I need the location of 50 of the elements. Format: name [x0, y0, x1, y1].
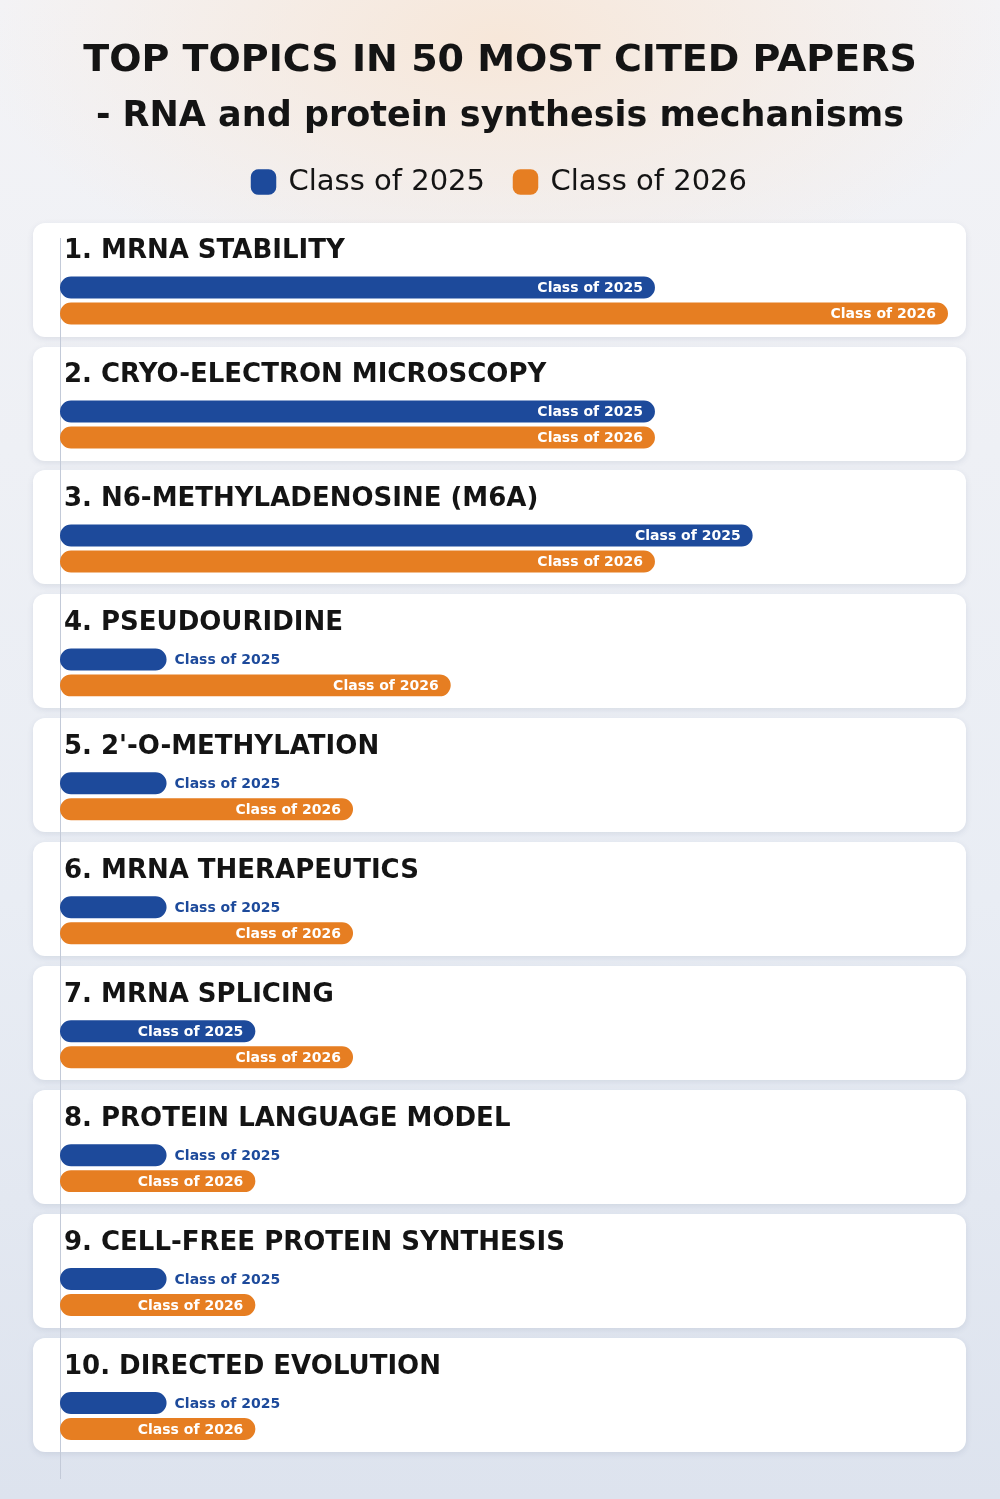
bar [60, 674, 451, 697]
text: Class of 2026 [137, 1296, 244, 1313]
text: Class of 2026 [137, 1420, 244, 1437]
y-tick-label: 5. 2'-O-METHYLATION [64, 730, 380, 761]
bar [60, 772, 167, 795]
chart-subtitle: - RNA and protein synthesis mechanisms [95, 93, 905, 134]
text: Class of 2025 [635, 527, 741, 544]
text: Class of 2025 [174, 651, 281, 668]
legend-label: Class of 2026 [550, 162, 747, 197]
bar [60, 400, 655, 423]
y-tick-label: 1. MRNA STABILITY [64, 234, 346, 265]
text: Class of 2026 [537, 553, 643, 570]
text: Class of 2025 [174, 774, 281, 791]
y-tick-label: 3. N6-METHYLADENOSINE (M6A) [64, 482, 539, 513]
bar [60, 1046, 354, 1069]
y-tick-label: 4. PSEUDOURIDINE [64, 606, 343, 637]
text: Class of 2025 [174, 1270, 281, 1287]
bar [60, 524, 753, 547]
text: Class of 2025 [137, 1022, 244, 1039]
y-tick-label: 9. CELL-FREE PROTEIN SYNTHESIS [64, 1225, 565, 1256]
text: Class of 2025 [174, 1394, 281, 1411]
bar [60, 922, 354, 945]
bar [60, 302, 948, 325]
text: Class of 2026 [830, 305, 936, 322]
text: Class of 2026 [235, 1048, 342, 1065]
text: Class of 2025 [537, 279, 643, 296]
y-tick-label: 6. MRNA THERAPEUTICS [64, 854, 419, 885]
bar [60, 1268, 167, 1291]
text: Class of 2026 [235, 800, 342, 817]
bar [60, 896, 167, 919]
text: Class of 2026 [137, 1172, 244, 1189]
text: Class of 2025 [537, 403, 643, 420]
bar [60, 276, 655, 299]
bar [60, 550, 655, 573]
chart-title: TOP TOPICS IN 50 MOST CITED PAPERS [83, 35, 917, 80]
text: Class of 2025 [174, 898, 281, 915]
bar [60, 648, 167, 671]
bar [60, 1392, 167, 1415]
text: Class of 2026 [537, 429, 643, 446]
text: Class of 2025 [174, 1146, 281, 1163]
bar [60, 798, 354, 821]
y-tick-label: 7. MRNA SPLICING [64, 977, 334, 1008]
bar [60, 426, 655, 449]
y-tick-label: 8. PROTEIN LANGUAGE MODEL [64, 1101, 511, 1132]
y-tick-label: 2. CRYO-ELECTRON MICROSCOPY [64, 358, 548, 389]
bar [60, 1144, 167, 1167]
text: Class of 2026 [235, 924, 342, 941]
text: Class of 2026 [333, 677, 439, 694]
y-tick-label: 10. DIRECTED EVOLUTION [64, 1349, 441, 1380]
legend-label: Class of 2025 [288, 162, 486, 197]
